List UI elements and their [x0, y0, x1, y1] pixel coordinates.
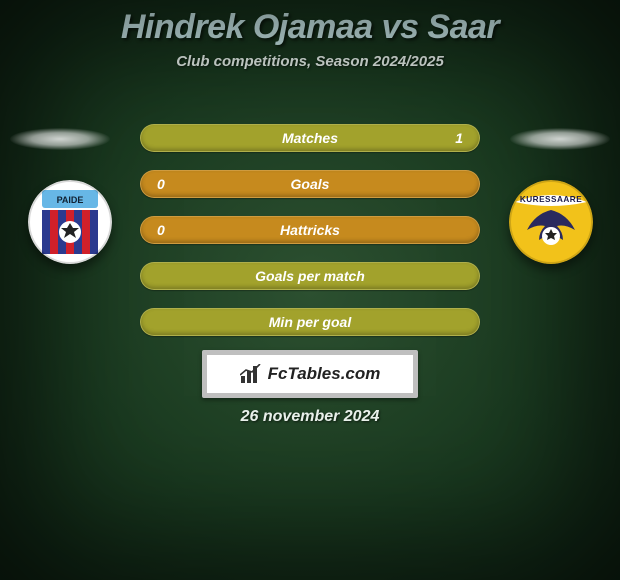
bar-chart-icon	[240, 364, 262, 384]
stat-row-matches: Matches 1	[140, 124, 480, 152]
page-subtitle: Club competitions, Season 2024/2025	[0, 53, 620, 70]
club-crest-left: PAIDE	[28, 180, 112, 264]
snapshot-date: 26 november 2024	[0, 408, 620, 426]
stat-label: Hattricks	[280, 222, 340, 238]
stat-label: Goals	[291, 176, 330, 192]
stat-row-min-per-goal: Min per goal	[140, 308, 480, 336]
stats-panel: Matches 1 0 Goals 0 Hattricks Goals per …	[140, 124, 480, 354]
brand-badge[interactable]: FcTables.com	[202, 350, 418, 398]
stat-label: Min per goal	[269, 314, 351, 330]
stat-value-left: 0	[157, 176, 165, 192]
stat-row-goals-per-match: Goals per match	[140, 262, 480, 290]
crest-right-text: KURESSAARE	[520, 195, 582, 204]
stat-value-left: 0	[157, 222, 165, 238]
player-shadow-left	[10, 128, 110, 150]
club-crest-right: KURESSAARE	[509, 180, 593, 264]
stat-label: Goals per match	[255, 268, 365, 284]
brand-text: FcTables.com	[268, 364, 381, 384]
crest-left-text: PAIDE	[57, 195, 84, 205]
stat-label: Matches	[282, 130, 338, 146]
stat-row-goals: 0 Goals	[140, 170, 480, 198]
page-title: Hindrek Ojamaa vs Saar	[0, 0, 620, 47]
stat-value-right: 1	[455, 130, 463, 146]
infographic-root: Hindrek Ojamaa vs Saar Club competitions…	[0, 0, 620, 580]
player-shadow-right	[510, 128, 610, 150]
stat-row-hattricks: 0 Hattricks	[140, 216, 480, 244]
